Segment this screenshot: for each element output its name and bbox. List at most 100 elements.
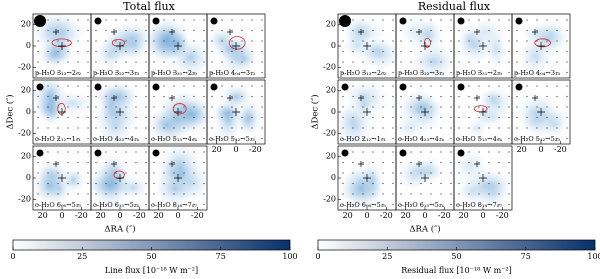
grid-dot	[115, 29, 117, 32]
grid-dot	[458, 40, 460, 42]
grid-dot	[105, 85, 107, 87]
grid-dot	[508, 106, 510, 108]
grid-dot	[241, 116, 243, 119]
grid-dot	[410, 71, 412, 74]
grid-dot	[57, 161, 59, 164]
grid-dot	[105, 116, 107, 119]
grid-dot	[87, 203, 89, 206]
grid-dot	[241, 137, 243, 140]
x-tick-label: 20	[517, 145, 527, 154]
emission-blob	[473, 102, 497, 130]
grid-dot	[372, 182, 374, 185]
grid-dot	[145, 172, 147, 174]
x-tick-label: -20	[380, 211, 393, 220]
grid-dot	[153, 127, 155, 129]
grid-dot	[382, 106, 384, 108]
grid-dot	[67, 29, 69, 32]
grid-dot	[440, 203, 442, 206]
grid-dot	[546, 95, 548, 98]
grid-dot	[193, 203, 195, 206]
grid-dot	[508, 116, 510, 119]
grid-dot	[372, 106, 374, 108]
grid-dot	[458, 203, 460, 206]
panel-frame	[206, 13, 266, 79]
grid-dot	[526, 19, 528, 21]
contour	[113, 170, 125, 179]
grid-dot	[400, 161, 402, 164]
grid-dot	[153, 71, 155, 74]
grid-dot	[47, 172, 49, 174]
grid-dot	[203, 85, 205, 87]
grid-dot	[556, 127, 558, 129]
grid-dot	[468, 127, 470, 129]
grid-dot	[430, 172, 432, 174]
grid-dot	[352, 71, 354, 74]
grid-dot	[458, 116, 460, 119]
grid-dot	[382, 137, 384, 140]
grid-dot	[251, 116, 253, 119]
grid-dot	[261, 29, 263, 32]
grid-dot	[57, 172, 59, 174]
grid-dot	[362, 95, 364, 98]
beam	[341, 149, 349, 157]
emission-blob	[169, 162, 193, 187]
grid-dot	[488, 137, 490, 140]
map	[515, 17, 569, 74]
grid-dot	[173, 29, 175, 32]
grid-dot	[478, 61, 480, 63]
grid-dot	[410, 161, 412, 164]
grid-dot	[478, 19, 480, 21]
grid-dot	[478, 172, 480, 174]
grid-dot	[382, 50, 384, 53]
grid-dot	[362, 50, 364, 53]
grid-dot	[546, 106, 548, 108]
grid-dot	[400, 203, 402, 206]
grid-dot	[450, 137, 452, 140]
grid-dot	[478, 193, 480, 195]
grid-dot	[450, 116, 452, 119]
grid-dot	[173, 95, 175, 98]
grid-dot	[173, 193, 175, 195]
grid-dot	[193, 193, 195, 195]
grid-dot	[115, 85, 117, 87]
grid-dot	[87, 193, 89, 195]
y-tick-label: -20	[323, 62, 336, 71]
grid-dot	[556, 85, 558, 87]
grid-dot	[420, 182, 422, 185]
grid-dot	[163, 106, 165, 108]
grid-dot	[241, 71, 243, 74]
colorbar-tick-label: 100	[587, 252, 600, 261]
grid-dot	[115, 203, 117, 206]
grid-dot	[105, 19, 107, 21]
source-marker	[111, 29, 124, 50]
grid-dot	[163, 161, 165, 164]
grid-dot	[163, 172, 165, 174]
grid-dot	[153, 50, 155, 53]
grid-dot	[488, 106, 490, 108]
y-tick-label: 0	[26, 107, 31, 116]
grid-dot	[261, 40, 263, 42]
grid-dot	[392, 182, 394, 185]
grid-dot	[145, 61, 147, 63]
panel-label: o-H₂O 5₄₂→5₃₃	[209, 135, 255, 143]
y-tick-label: -20	[323, 128, 336, 137]
y-tick-label: 0	[331, 107, 336, 116]
grid-dot	[87, 106, 89, 108]
grid-dot	[410, 85, 412, 87]
grid-dot	[95, 203, 97, 206]
grid-dot	[468, 137, 470, 140]
grid-dot	[536, 71, 538, 74]
grid-dot	[352, 151, 354, 153]
colorbar-tick-label: 50	[146, 252, 156, 261]
grid-dot	[478, 161, 480, 164]
grid-dot	[508, 40, 510, 42]
grid-dot	[498, 203, 500, 206]
grid-dot	[392, 50, 394, 53]
grid-dot	[468, 29, 470, 32]
grid-dot	[430, 182, 432, 185]
grid-dot	[410, 50, 412, 53]
grid-dot	[135, 182, 137, 185]
y-tick-label: -20	[18, 62, 31, 71]
grid-dot	[392, 127, 394, 129]
